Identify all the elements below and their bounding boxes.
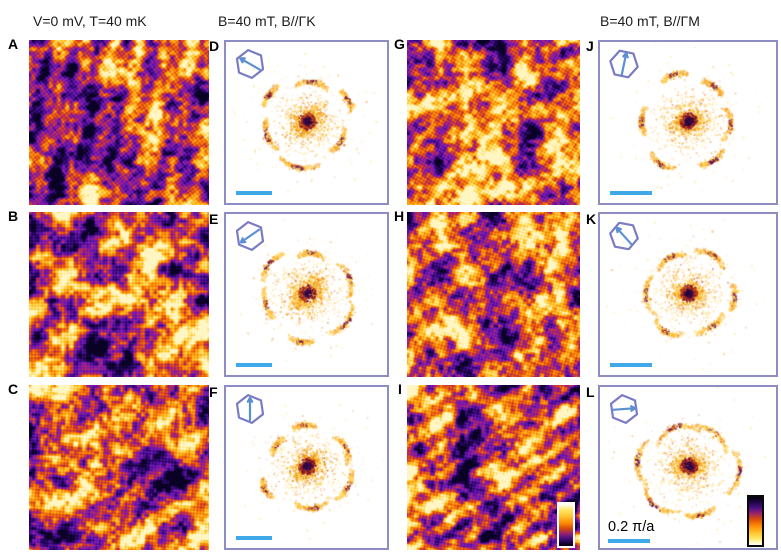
stm-panel-b [29, 212, 209, 377]
scale-bar [236, 191, 272, 195]
panel-label-d: D [209, 38, 220, 54]
stm-topography-canvas [407, 40, 580, 205]
scale-bar [610, 363, 652, 367]
stm-panel-a [29, 40, 209, 205]
brillouin-zone-hexagon-icon [235, 393, 265, 424]
brillouin-zone-hexagon-icon [609, 393, 639, 424]
stm-panel-i [407, 385, 580, 550]
brillouin-zone-hexagon-icon [609, 49, 639, 79]
fft-panel-f [224, 385, 389, 550]
brillouin-zone-hexagon-icon [609, 221, 639, 251]
panel-label-c: C [8, 381, 19, 397]
panel-label-a: A [8, 36, 19, 52]
fft-canvas [226, 214, 387, 375]
fft-canvas [600, 42, 776, 203]
stm-topography-canvas [407, 212, 580, 377]
panel-label-j: J [586, 38, 594, 54]
fft-canvas [600, 387, 776, 548]
fft-panel-e [224, 212, 389, 377]
fft-panel-d [224, 40, 389, 205]
panel-label-k: K [586, 211, 597, 227]
scale-bar [608, 539, 650, 543]
stm-topography-canvas [29, 385, 209, 550]
scale-bar-label: 0.2 π/a [608, 519, 655, 535]
panel-label-f: F [209, 384, 218, 400]
stm-panel-c [29, 385, 209, 550]
stm-topography-canvas [29, 40, 209, 205]
stm-panel-h [407, 212, 580, 377]
brillouin-zone-hexagon-icon [235, 220, 265, 251]
fft-panel-k [598, 212, 778, 377]
brillouin-zone-hexagon-icon [235, 48, 265, 79]
column-header-topography: V=0 mV, T=40 mK [33, 13, 147, 29]
scale-bar [610, 191, 652, 195]
panel-label-i: I [398, 381, 402, 397]
column-header-b-gamma-m: B=40 mT, B//ΓM [600, 13, 700, 29]
scale-bar [236, 363, 272, 367]
stm-panel-g [407, 40, 580, 205]
colorbar [557, 502, 575, 548]
fft-canvas [226, 387, 387, 548]
panel-label-b: B [8, 208, 19, 224]
panel-label-g: G [394, 36, 405, 52]
fft-panel-l: 0.2 π/a [598, 385, 778, 550]
colorbar [747, 495, 764, 547]
stm-topography-canvas [29, 212, 209, 377]
fft-canvas [226, 42, 387, 203]
panel-label-l: L [586, 384, 595, 400]
stm-topography-canvas [407, 385, 580, 550]
panel-label-e: E [209, 211, 219, 227]
panel-label-h: H [394, 208, 405, 224]
column-header-b-gamma-k: B=40 mT, B//ΓK [218, 13, 316, 29]
fft-panel-j [598, 40, 778, 205]
scale-bar [236, 536, 272, 540]
